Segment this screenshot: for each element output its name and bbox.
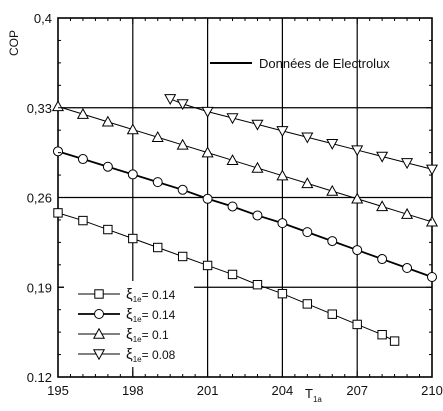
series-2 (53, 146, 437, 282)
data-point (176, 99, 189, 111)
x-tick-label: 210 (421, 383, 443, 398)
data-point (126, 123, 139, 135)
series-layer (51, 94, 439, 346)
legend-label: ξ1e= 0.1 (126, 326, 169, 344)
data-point (277, 218, 288, 229)
data-point (226, 154, 239, 166)
legend-entry: ξ1e= 0.14 (78, 306, 176, 324)
x-tick-label: 201 (197, 383, 219, 398)
y-axis-label: COP (7, 30, 21, 56)
legend-background (64, 281, 194, 367)
data-point (127, 169, 138, 180)
data-point (301, 177, 314, 189)
reference-legend: Données de Electrolux (210, 56, 390, 71)
reference-legend-label: Données de Electrolux (259, 56, 390, 71)
series-line (57, 150, 433, 278)
data-point (53, 208, 63, 218)
x-tick-label: 207 (346, 383, 368, 398)
x-tick-label: 195 (47, 383, 69, 398)
data-point (276, 126, 289, 138)
data-point (201, 106, 214, 118)
data-point (53, 146, 63, 157)
data-point (177, 251, 188, 262)
data-point (402, 263, 413, 274)
data-point (352, 319, 362, 330)
data-point (227, 269, 238, 280)
legend-marker (92, 327, 106, 339)
data-point (252, 210, 263, 221)
data-point (227, 201, 238, 212)
data-point (376, 200, 389, 212)
data-point (251, 119, 264, 131)
data-point (177, 184, 188, 195)
series-3 (51, 100, 439, 227)
series-4 (164, 94, 439, 176)
legend-label: ξ1e= 0.14 (126, 306, 176, 324)
legend-entry: ξ1e= 0.1 (78, 326, 169, 344)
legend-marker (94, 309, 104, 319)
data-point (201, 146, 214, 158)
data-point (427, 271, 437, 282)
data-point (276, 169, 289, 181)
data-point (327, 236, 338, 247)
data-point (152, 177, 163, 188)
x-axis-label: T1a (305, 386, 322, 404)
data-point (401, 207, 414, 219)
data-point (277, 288, 288, 299)
data-point (251, 161, 264, 173)
y-tick-label: 0,26 (27, 191, 52, 206)
data-point (103, 224, 113, 235)
data-point (377, 329, 387, 340)
data-point (101, 115, 114, 127)
legend-entry: ξ1e= 0.14 (78, 286, 176, 304)
x-tick-label: 198 (122, 383, 144, 398)
data-point (128, 233, 138, 244)
legend-label: ξ1e= 0.14 (126, 286, 176, 304)
legend-marker (94, 289, 104, 299)
data-point (327, 309, 337, 319)
data-point (425, 215, 439, 227)
data-point (425, 164, 439, 176)
series-line (57, 105, 433, 223)
legend: ξ1e= 0.14 ξ1e= 0.14 ξ1e= 0.1 ξ1e= 0.08 (64, 281, 194, 367)
y-tick-label: 0,4 (34, 11, 52, 26)
x-axis-label-sub: 1a (313, 395, 322, 404)
data-point (302, 227, 313, 238)
y-tick-label: 0,19 (27, 280, 52, 295)
data-point (202, 260, 213, 271)
data-point (77, 154, 88, 165)
data-point (401, 158, 414, 170)
axis-ticks: 195 198 201 204 207 210 0.12 0,19 0,26 0,33 0,4 (27, 11, 443, 398)
data-point (376, 151, 389, 163)
y-tick-label: 0,33 (27, 101, 52, 116)
legend-marker (92, 349, 106, 361)
data-point (351, 192, 364, 204)
legend-label: ξ1e= 0.08 (126, 346, 176, 364)
data-point (76, 107, 89, 119)
x-tick-label: 204 (272, 383, 294, 398)
data-point (377, 254, 388, 265)
data-point (326, 138, 339, 150)
x-axis-label-main: T (305, 386, 313, 401)
series-1 (53, 208, 400, 346)
data-point (226, 113, 239, 125)
data-point (301, 132, 314, 144)
data-point (176, 138, 189, 150)
data-point (51, 100, 65, 112)
data-point (102, 161, 113, 172)
data-point (78, 215, 88, 226)
data-point (153, 242, 163, 253)
data-point (302, 299, 313, 309)
data-point (252, 279, 263, 290)
data-point (389, 336, 400, 346)
data-point (164, 94, 177, 106)
data-point (151, 131, 164, 142)
data-point (326, 184, 339, 196)
y-tick-label: 0.12 (27, 370, 52, 385)
legend-entry: ξ1e= 0.08 (78, 346, 176, 364)
data-point (202, 193, 213, 204)
data-point (352, 245, 363, 256)
data-point (351, 145, 364, 157)
